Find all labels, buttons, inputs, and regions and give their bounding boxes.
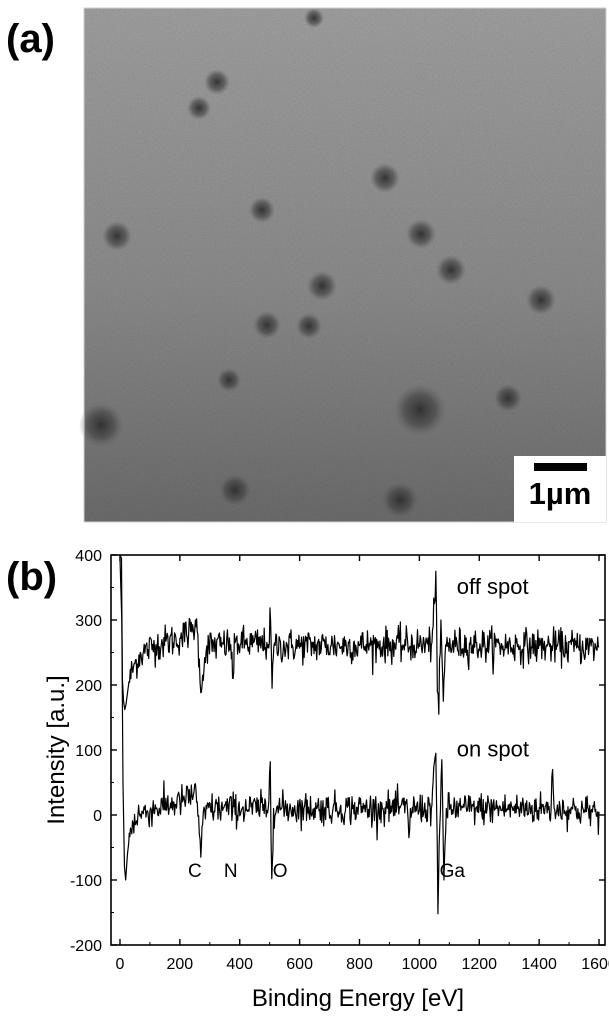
dark-spot [187, 96, 211, 120]
x-tick-label: 1600 [581, 956, 609, 973]
series-line-on-spot [119, 558, 600, 915]
dark-spot [370, 163, 400, 193]
x-tick-label: 400 [226, 956, 253, 973]
dark-spot [382, 482, 418, 518]
dark-spot [219, 474, 251, 506]
y-tick-label: 300 [75, 613, 102, 630]
panel-b: (b) 02004006008001000120014001600-200-10… [6, 548, 609, 1012]
scale-bar [534, 463, 587, 471]
dark-spot [296, 313, 322, 339]
dark-spot [102, 221, 132, 251]
x-tick-label: 1200 [461, 956, 497, 973]
y-tick-label: -100 [70, 873, 102, 890]
x-axis-label: Binding Energy [eV] [252, 985, 464, 1012]
series-label: on spot [457, 737, 529, 762]
dark-spot [394, 384, 446, 436]
x-tick-label: 0 [116, 956, 125, 973]
scale-bar-label: 1µm [529, 476, 592, 511]
peak-label: O [273, 861, 288, 882]
series-label: off spot [457, 574, 529, 599]
dark-spot [253, 311, 281, 339]
plot-frame [110, 554, 606, 946]
dark-spot [204, 69, 230, 95]
dark-spot [304, 8, 324, 28]
panel-a: (a) 1µm [6, 7, 607, 523]
x-tick-label: 800 [346, 956, 373, 973]
micrograph-border [83, 7, 607, 523]
peak-annotations: C N O Ga [188, 861, 465, 882]
peak-label: Ga [440, 861, 466, 882]
x-tick-label: 600 [286, 956, 313, 973]
micrograph [79, 7, 607, 523]
dark-spot [436, 255, 466, 285]
y-tick-label: -200 [70, 938, 102, 955]
panel-a-label: (a) [6, 17, 55, 61]
dark-spot [526, 285, 556, 315]
y-tick-label: 0 [93, 808, 102, 825]
peak-label: N [224, 861, 238, 882]
y-tick-label: 400 [75, 548, 102, 565]
dark-spot [217, 368, 241, 392]
chart-axes: 0 200 400 600 800 1000 1200 1400 1600 -200 -100 0 10… [70, 548, 609, 973]
dark-spot [249, 197, 275, 223]
dark-spot [494, 384, 522, 412]
x-tick-label: 200 [167, 956, 194, 973]
peak-label: C [188, 861, 202, 882]
y-tick-label: 200 [75, 678, 102, 695]
x-tick-label: 1400 [521, 956, 557, 973]
panel-b-label: (b) [6, 555, 57, 599]
dark-spot [79, 403, 123, 447]
x-tick-label: 1000 [402, 956, 438, 973]
series-line-off-spot [119, 555, 600, 715]
y-axis-label: Intensity [a.u.] [43, 675, 70, 824]
micrograph-spots [79, 8, 556, 518]
micrograph-image [84, 8, 606, 522]
dark-spot [307, 271, 337, 301]
chart-series-group [119, 555, 600, 915]
y-tick-label: 100 [75, 743, 102, 760]
dark-spot [406, 219, 436, 249]
series-labels: off spot on spot [457, 574, 529, 762]
